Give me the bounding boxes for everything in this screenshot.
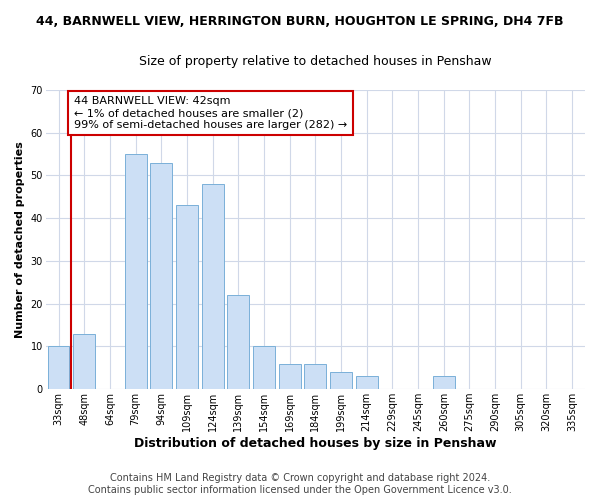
Bar bbox=[227, 295, 249, 389]
Bar bbox=[279, 364, 301, 389]
X-axis label: Distribution of detached houses by size in Penshaw: Distribution of detached houses by size … bbox=[134, 437, 497, 450]
Bar bbox=[433, 376, 455, 389]
Y-axis label: Number of detached properties: Number of detached properties bbox=[15, 141, 25, 338]
Bar bbox=[151, 162, 172, 389]
Text: 44, BARNWELL VIEW, HERRINGTON BURN, HOUGHTON LE SPRING, DH4 7FB: 44, BARNWELL VIEW, HERRINGTON BURN, HOUG… bbox=[36, 15, 564, 28]
Text: Contains HM Land Registry data © Crown copyright and database right 2024.
Contai: Contains HM Land Registry data © Crown c… bbox=[88, 474, 512, 495]
Bar bbox=[330, 372, 352, 389]
Bar bbox=[356, 376, 377, 389]
Title: Size of property relative to detached houses in Penshaw: Size of property relative to detached ho… bbox=[139, 55, 491, 68]
Bar bbox=[253, 346, 275, 389]
Bar bbox=[304, 364, 326, 389]
Bar bbox=[47, 346, 70, 389]
Bar bbox=[73, 334, 95, 389]
Text: 44 BARNWELL VIEW: 42sqm
← 1% of detached houses are smaller (2)
99% of semi-deta: 44 BARNWELL VIEW: 42sqm ← 1% of detached… bbox=[74, 96, 347, 130]
Bar bbox=[202, 184, 224, 389]
Bar bbox=[125, 154, 146, 389]
Bar bbox=[176, 206, 198, 389]
